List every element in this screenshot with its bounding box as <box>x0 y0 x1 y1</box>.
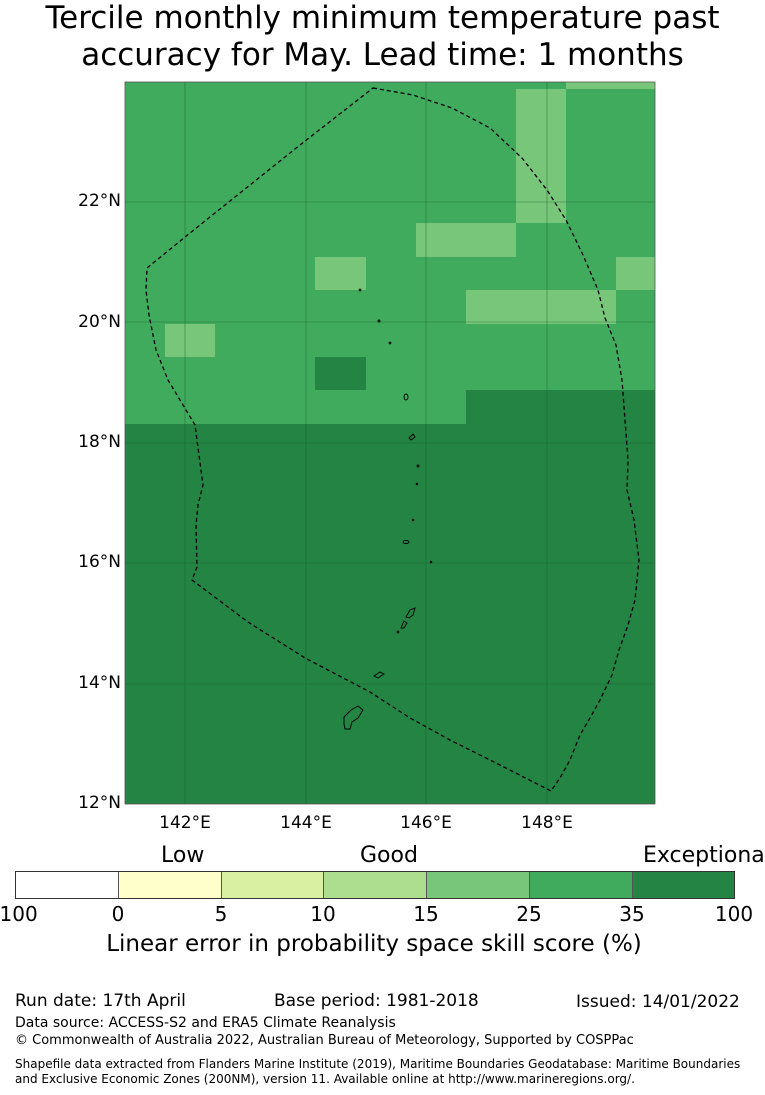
map-border <box>124 81 656 805</box>
map-gridlines <box>125 82 655 804</box>
colorbar-segment <box>530 872 633 898</box>
run-date: Run date: 17th April <box>15 991 186 1011</box>
map-cell-level-25 <box>165 324 215 357</box>
lon-label-146e: 146°E <box>400 813 452 833</box>
map-cell-level-25 <box>566 82 655 89</box>
colorbar-label: Linear error in probability space skill … <box>106 931 642 957</box>
lon-label-142e: 142°E <box>159 813 211 833</box>
colorbar-segment <box>324 872 427 898</box>
copyright-notice: © Commonwealth of Australia 2022, Austra… <box>15 1033 634 1048</box>
colorbar-tick: 100 <box>714 902 754 926</box>
lat-label-18n: 18°N <box>78 432 121 452</box>
colorbar-segment <box>633 872 734 898</box>
title-line-1: Tercile monthly minimum temperature past <box>45 0 720 36</box>
lat-label-22n: 22°N <box>78 191 121 211</box>
colorbar-segment <box>427 872 530 898</box>
colorbar-segment <box>119 872 222 898</box>
colorbar-segment <box>222 872 324 898</box>
lon-label-144e: 144°E <box>280 813 332 833</box>
title-line-2: accuracy for May. Lead time: 1 months <box>81 37 684 73</box>
map-cell-level-25 <box>416 223 516 257</box>
map-cell-level-25 <box>466 290 616 324</box>
map-cell-level-25 <box>616 257 655 290</box>
lon-label-148e: 148°E <box>521 813 573 833</box>
category-low: Low <box>161 843 205 868</box>
category-exceptional: Exceptional <box>643 843 765 868</box>
island-outlines <box>343 288 433 730</box>
colorbar-tick: 5 <box>214 902 228 926</box>
colorbar-tick: 0 <box>111 902 125 926</box>
lat-label-12n: 12°N <box>78 793 121 813</box>
colorbar <box>15 871 735 899</box>
lat-label-20n: 20°N <box>78 312 121 332</box>
eez-boundary <box>145 87 640 792</box>
skill-map <box>124 81 656 805</box>
colorbar-tick: 35 <box>619 902 645 926</box>
map-cell-level-25 <box>516 89 566 223</box>
map-region-level-100-west <box>125 424 655 804</box>
lat-label-16n: 16°N <box>78 552 121 572</box>
issued-date: Issued: 14/01/2022 <box>576 992 740 1012</box>
base-period: Base period: 1981-2018 <box>274 991 479 1011</box>
colorbar-segment <box>16 872 119 898</box>
colorbar-tick: 25 <box>516 902 542 926</box>
map-cell-level-100 <box>315 357 366 390</box>
category-good: Good <box>360 843 418 868</box>
colorbar-tick: 10 <box>310 902 336 926</box>
colorbar-tick: -100 <box>0 902 38 926</box>
map-title: Tercile monthly minimum temperature past… <box>0 0 765 74</box>
colorbar-tick: 15 <box>413 902 439 926</box>
map-region-level-100-east <box>466 390 655 424</box>
map-region-level-35 <box>125 82 655 424</box>
shapefile-note: Shapefile data extracted from Flanders M… <box>15 1057 741 1086</box>
map-cell-level-25 <box>315 257 366 290</box>
lat-label-14n: 14°N <box>78 673 121 693</box>
data-source: Data source: ACCESS-S2 and ERA5 Climate … <box>15 1015 396 1031</box>
